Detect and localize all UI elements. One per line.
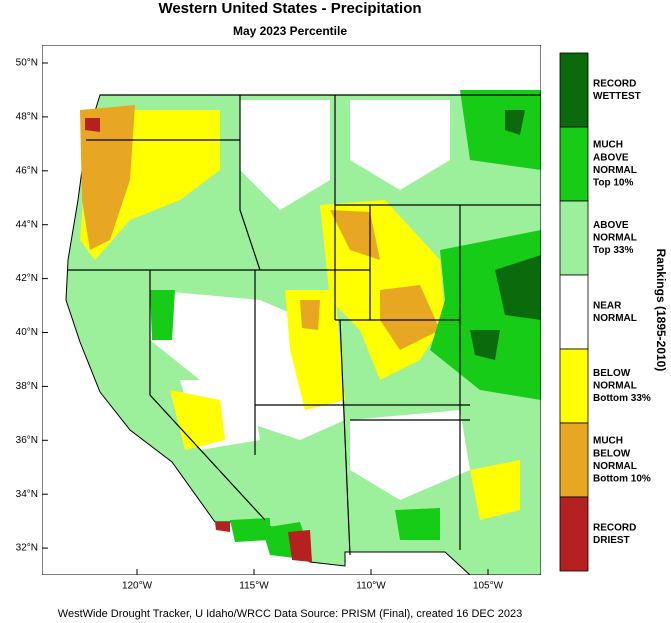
- legend-label: NORMAL: [593, 313, 637, 324]
- legend-label: Bottom 10%: [593, 474, 651, 485]
- legend-label: BELOW: [593, 448, 631, 459]
- latitude-label: 42°N: [16, 273, 38, 284]
- legend-title: Rankings (1895-2010): [654, 249, 668, 372]
- latitude-label: 36°N: [16, 435, 38, 446]
- legend-label: MUCH: [593, 140, 623, 151]
- legend-label: NORMAL: [593, 165, 637, 176]
- legend-label: ABOVE: [593, 152, 629, 163]
- longitude-label: 120°W: [122, 581, 153, 592]
- legend-label: ABOVE: [593, 220, 629, 231]
- legend-label: RECORD: [593, 522, 636, 533]
- axes: 50°N 48°N 46°N 44°N 42°N 40°N 38°N 36°N 34°N 32°N…: [16, 58, 504, 592]
- legend-swatch: [559, 52, 589, 128]
- legend-label: Top 10%: [593, 178, 633, 189]
- legend-label: NORMAL: [593, 461, 637, 472]
- legend-swatch: [559, 422, 589, 498]
- map: [42, 45, 541, 575]
- latitude-label: 38°N: [16, 381, 38, 392]
- latitude-label: 40°N: [16, 327, 38, 338]
- legend-label: WETTEST: [593, 91, 641, 102]
- footer: WestWide Drought Tracker, U Idaho/WRCC D…: [58, 608, 522, 620]
- legend-label: NORMAL: [593, 381, 637, 392]
- latitude-label: 44°N: [16, 219, 38, 230]
- legend-label: NORMAL: [593, 233, 637, 244]
- longitude-label: 110°W: [356, 581, 386, 592]
- longitude-label: 115°W: [239, 581, 269, 592]
- legend-swatch: [559, 200, 589, 276]
- latitude-label: 32°N: [16, 543, 38, 554]
- legend-swatch: [559, 126, 589, 202]
- latitude-label: 34°N: [16, 489, 38, 500]
- longitude-label: 105°W: [473, 581, 504, 592]
- legend-label: DRIEST: [593, 535, 630, 546]
- latitude-label: 48°N: [16, 112, 38, 123]
- legend-swatch: [559, 496, 589, 572]
- legend-swatch: [559, 348, 589, 424]
- legend-label: BELOW: [593, 368, 631, 379]
- legend-label: RECORD: [593, 78, 636, 89]
- latitude-label: 46°N: [16, 165, 38, 176]
- legend-label: Bottom 33%: [593, 393, 651, 404]
- subtitle: May 2023 Percentile: [233, 24, 347, 38]
- legend-label: Top 33%: [593, 245, 633, 256]
- latitude-label: 50°N: [16, 58, 38, 69]
- title: Western United States - Precipitation: [158, 0, 421, 17]
- legend-swatch: [559, 274, 589, 350]
- legend-label: NEAR: [593, 300, 622, 311]
- legend-label: MUCH: [593, 436, 623, 447]
